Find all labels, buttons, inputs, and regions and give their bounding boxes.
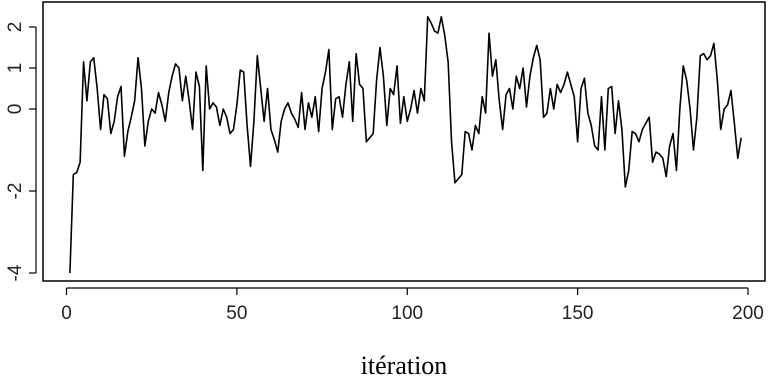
y-tick-label: 1 bbox=[5, 63, 26, 74]
x-tick-label: 100 bbox=[391, 303, 423, 324]
x-tick-label: 50 bbox=[226, 303, 247, 324]
x-tick-label: 150 bbox=[562, 303, 594, 324]
series-line bbox=[69, 15, 742, 274]
x-axis-title: itération bbox=[361, 351, 448, 380]
plot-frame bbox=[42, 1, 766, 282]
y-tick-label: 0 bbox=[5, 104, 26, 115]
y-axis: -4 -2 0 1 2 bbox=[5, 22, 37, 281]
y-tick-label: 2 bbox=[5, 22, 26, 33]
x-axis: 0 50 100 150 200 bbox=[61, 287, 764, 324]
y-tick-label: -2 bbox=[5, 183, 26, 200]
y-tick-label: -4 bbox=[5, 264, 26, 281]
x-tick-label: 200 bbox=[732, 303, 764, 324]
x-tick-label: 0 bbox=[61, 303, 72, 324]
